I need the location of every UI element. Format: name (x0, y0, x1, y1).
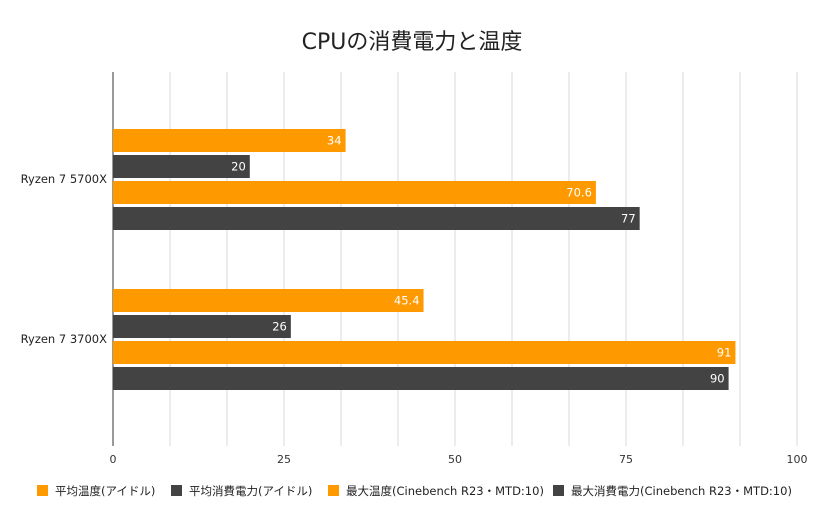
data-label: 34 (327, 134, 342, 148)
data-label: 91 (717, 346, 732, 360)
legend-label: 最大温度(Cinebench R23・MTD:10) (346, 484, 544, 498)
bar (113, 315, 291, 338)
legend-swatch (553, 485, 564, 496)
x-axis-ticks: 0 25 50 75 100 (110, 453, 808, 466)
legend-swatch (37, 485, 48, 496)
legend-swatch (171, 485, 182, 496)
legend-label: 平均消費電力(アイドル) (189, 484, 312, 498)
x-tick-label: 25 (277, 453, 291, 466)
bar (113, 367, 729, 390)
data-label: 45.4 (394, 294, 420, 308)
bar (113, 129, 346, 152)
bar (113, 155, 250, 178)
bar (113, 341, 736, 364)
legend: 平均温度(アイドル) 平均消費電力(アイドル) 最大温度(Cinebench R23… (37, 484, 792, 498)
bar (113, 289, 424, 312)
x-tick-label: 50 (448, 453, 462, 466)
x-tick-label: 0 (110, 453, 117, 466)
x-tick-label: 100 (787, 453, 808, 466)
data-label: 77 (621, 212, 636, 226)
legend-label: 平均温度(アイドル) (55, 484, 155, 498)
data-label: 70.6 (566, 186, 592, 200)
category-label: Ryzen 7 5700X (21, 172, 107, 186)
bar (113, 181, 596, 204)
chart-title: CPUの消費電力と温度 (302, 30, 523, 55)
category-labels: Ryzen 7 5700X Ryzen 7 3700X (21, 172, 107, 346)
bars: 34 20 70.6 77 45.4 26 91 90 (113, 129, 736, 390)
bar (113, 207, 640, 230)
legend-label: 最大消費電力(Cinebench R23・MTD:10) (571, 484, 792, 498)
data-label: 90 (710, 372, 725, 386)
x-tick-label: 75 (619, 453, 633, 466)
legend-swatch (328, 485, 339, 496)
data-label: 26 (272, 320, 287, 334)
data-label: 20 (231, 160, 246, 174)
category-label: Ryzen 7 3700X (21, 332, 107, 346)
